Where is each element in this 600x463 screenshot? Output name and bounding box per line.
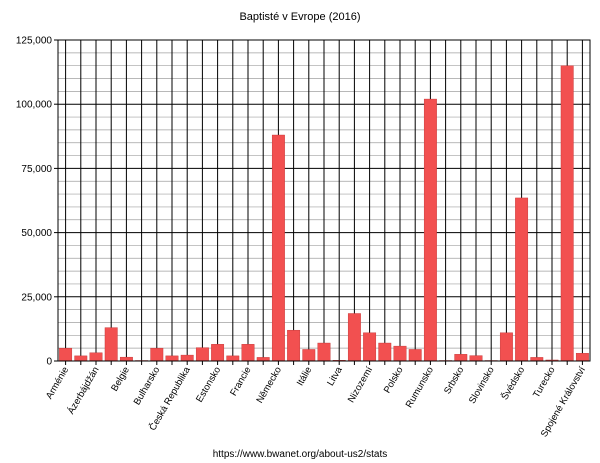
y-tick-label: 25,000 xyxy=(21,292,52,303)
y-tick-label: 75,000 xyxy=(21,164,52,175)
x-tick-label: Švédsko xyxy=(499,365,527,402)
x-tick-label: Francie xyxy=(228,365,253,398)
bar xyxy=(74,355,88,362)
x-tick-label: Itálie xyxy=(295,365,315,388)
bar xyxy=(378,342,392,362)
bar xyxy=(165,355,179,362)
bar xyxy=(393,345,407,362)
bar xyxy=(408,349,422,362)
bar xyxy=(271,134,285,362)
bar xyxy=(469,355,483,362)
y-tick-label: 0 xyxy=(46,357,52,368)
x-tick-label: Estonsko xyxy=(194,365,223,404)
source-url: https://www.bwanet.org/about-us2/stats xyxy=(213,449,388,460)
bar xyxy=(317,342,331,362)
y-tick-label: 100,000 xyxy=(16,100,53,111)
x-tick-label: Litva xyxy=(325,364,345,387)
bar xyxy=(287,329,301,362)
bars xyxy=(59,65,589,362)
x-tick-label: Polsko xyxy=(382,365,406,395)
bar xyxy=(226,355,240,362)
bar xyxy=(423,98,437,362)
bar xyxy=(256,357,270,362)
chart-title: Baptisté v Evrope (2016) xyxy=(239,11,360,23)
x-tick-label: Belgie xyxy=(109,365,132,393)
bar xyxy=(195,347,209,362)
y-axis-ticks: 0 25,000 50,000 75,000 100,000 125,000 xyxy=(16,36,58,368)
x-tick-label: Turecko xyxy=(531,365,558,400)
y-tick-label: 50,000 xyxy=(21,228,52,239)
bar xyxy=(180,354,194,362)
bar xyxy=(499,332,513,362)
bar xyxy=(89,352,103,362)
x-tick-label: Srbsko xyxy=(442,365,466,396)
x-tick-label: Nizozemí xyxy=(346,365,376,405)
bar xyxy=(363,332,377,362)
bar xyxy=(560,65,574,362)
bar xyxy=(119,356,133,362)
bar xyxy=(575,353,589,362)
bar xyxy=(241,344,255,362)
bar xyxy=(302,349,316,362)
bar xyxy=(347,313,361,362)
bar xyxy=(59,347,73,362)
bar xyxy=(211,344,225,362)
bar xyxy=(150,347,164,362)
y-tick-label: 125,000 xyxy=(16,36,53,47)
major-gridlines xyxy=(58,39,590,362)
x-tick-label: Německo xyxy=(254,365,284,405)
x-tick-label: Rumunsko xyxy=(404,365,436,410)
x-tick-label: Bulharsko xyxy=(132,365,163,407)
bar xyxy=(515,197,529,362)
x-tick-label: Slovinsko xyxy=(467,365,497,406)
bar xyxy=(104,327,118,362)
bar xyxy=(530,357,544,362)
x-tick-label: Ázerbájdžán xyxy=(66,365,102,416)
x-tick-label: Arménie xyxy=(44,365,71,401)
bar xyxy=(454,354,468,362)
